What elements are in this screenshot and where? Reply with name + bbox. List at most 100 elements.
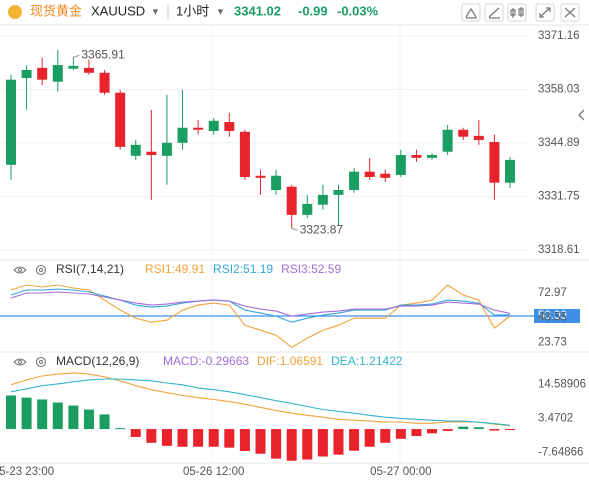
symbol-dropdown[interactable]: ▼ bbox=[151, 6, 160, 16]
macd-bar bbox=[21, 397, 32, 430]
candle-body bbox=[115, 92, 126, 147]
candle-body bbox=[146, 151, 157, 156]
macd-bar bbox=[349, 429, 360, 451]
candle-body bbox=[177, 127, 188, 143]
macd-bar bbox=[458, 426, 469, 430]
macd-bar bbox=[224, 429, 235, 448]
indicator-line bbox=[10, 291, 511, 317]
macd-bar bbox=[473, 427, 484, 430]
settings-icon[interactable] bbox=[35, 356, 47, 368]
x-tick-label: 05-27 00:00 bbox=[370, 466, 431, 478]
panel-title: MACD(12,26,9) bbox=[56, 354, 139, 368]
candle-body bbox=[83, 67, 94, 73]
macd-bar bbox=[442, 429, 453, 431]
macd-bar bbox=[505, 429, 515, 431]
macd-bar bbox=[177, 429, 188, 447]
macd-bar bbox=[317, 429, 328, 457]
y-tick-label: 23.73 bbox=[538, 336, 567, 348]
macd-bar bbox=[68, 405, 79, 430]
macd-bar bbox=[146, 429, 157, 443]
macd-bar bbox=[302, 429, 313, 460]
price-change: -0.99 bbox=[298, 3, 328, 18]
y-tick-label: 3344.89 bbox=[538, 137, 580, 149]
candle-body bbox=[193, 127, 204, 130]
settings-icon[interactable] bbox=[35, 264, 47, 276]
annotation-leader bbox=[291, 227, 298, 231]
collapse-arrow[interactable] bbox=[578, 109, 585, 121]
candle-body bbox=[255, 175, 266, 178]
macd-bar bbox=[286, 429, 297, 461]
candle-body bbox=[505, 159, 515, 183]
macd-bar bbox=[427, 429, 438, 434]
symbol[interactable]: XAUUSD bbox=[91, 3, 145, 18]
macd-bar bbox=[380, 429, 391, 443]
annotation-leader bbox=[73, 54, 80, 58]
legend-entry: DIF:1.06591 bbox=[257, 354, 323, 368]
price-change-pct: -0.03% bbox=[337, 3, 379, 18]
annotation: 3365.91 bbox=[81, 47, 125, 61]
tool-icon bbox=[539, 7, 551, 18]
tool-button[interactable] bbox=[461, 3, 481, 22]
macd-bar bbox=[333, 429, 344, 455]
macd-bar bbox=[411, 429, 422, 437]
candle-body bbox=[349, 171, 360, 191]
macd-bar bbox=[52, 402, 63, 430]
candle-body bbox=[364, 171, 375, 177]
candle-body bbox=[130, 144, 141, 156]
candle-body bbox=[21, 69, 32, 79]
macd-bar bbox=[193, 429, 204, 447]
macd-bar bbox=[489, 429, 500, 431]
instrument-name: 现货黄金 bbox=[30, 3, 82, 18]
macd-bar bbox=[208, 429, 219, 447]
tool-icon bbox=[488, 7, 500, 19]
candle-body bbox=[271, 175, 282, 191]
candle-body bbox=[208, 120, 219, 131]
tool-icon bbox=[465, 7, 477, 19]
candle-body bbox=[161, 142, 172, 156]
candle-body bbox=[380, 173, 391, 178]
candle-body bbox=[458, 129, 469, 137]
candle-body bbox=[286, 186, 297, 215]
tool-icon bbox=[510, 7, 524, 18]
toolbar bbox=[461, 3, 580, 22]
legend-entry: DEA:1.21422 bbox=[331, 354, 403, 368]
tool-button[interactable] bbox=[535, 3, 555, 22]
candle-body bbox=[6, 79, 16, 165]
tick-highlight bbox=[534, 309, 580, 323]
interval[interactable]: 1小时 bbox=[176, 3, 209, 18]
eye-icon-pupil bbox=[17, 359, 23, 365]
legend-entry: RSI1:49.91 bbox=[145, 262, 205, 276]
legend-entry: MACD:-0.29663 bbox=[163, 354, 249, 368]
macd-bar bbox=[130, 429, 141, 437]
y-tick-label: 72.97 bbox=[538, 287, 567, 299]
candle-body bbox=[473, 135, 484, 140]
candle-body bbox=[68, 65, 79, 69]
candle-body bbox=[317, 194, 328, 205]
y-tick-label: 3358.03 bbox=[538, 83, 580, 95]
macd-bar bbox=[115, 428, 126, 430]
legend-entry: RSI2:51.19 bbox=[213, 262, 273, 276]
annotation: 3323.87 bbox=[300, 223, 344, 237]
candle-body bbox=[427, 155, 438, 158]
y-tick-label: 3331.75 bbox=[538, 190, 580, 202]
candle-body bbox=[411, 155, 422, 158]
legend-entry: RSI3:52.59 bbox=[281, 262, 341, 276]
eye-icon[interactable] bbox=[13, 266, 27, 274]
settings-icon-core bbox=[38, 267, 44, 273]
macd-bar bbox=[83, 409, 94, 430]
tool-button[interactable] bbox=[484, 3, 504, 22]
tool-button[interactable] bbox=[560, 3, 580, 22]
y-tick-label: 50.00 bbox=[538, 310, 567, 322]
eye-icon[interactable] bbox=[13, 358, 27, 366]
interval-dropdown[interactable]: ▼ bbox=[216, 6, 225, 16]
macd-bar bbox=[271, 429, 282, 459]
tool-icon bbox=[564, 7, 576, 18]
macd-bar bbox=[99, 414, 110, 430]
candle-body bbox=[333, 190, 344, 195]
candle-body bbox=[442, 129, 453, 152]
y-tick-label: -7.64866 bbox=[538, 446, 583, 458]
gold-icon bbox=[8, 5, 22, 19]
x-tick-label: 05-26 12:00 bbox=[183, 466, 244, 478]
tool-button[interactable] bbox=[507, 3, 527, 22]
